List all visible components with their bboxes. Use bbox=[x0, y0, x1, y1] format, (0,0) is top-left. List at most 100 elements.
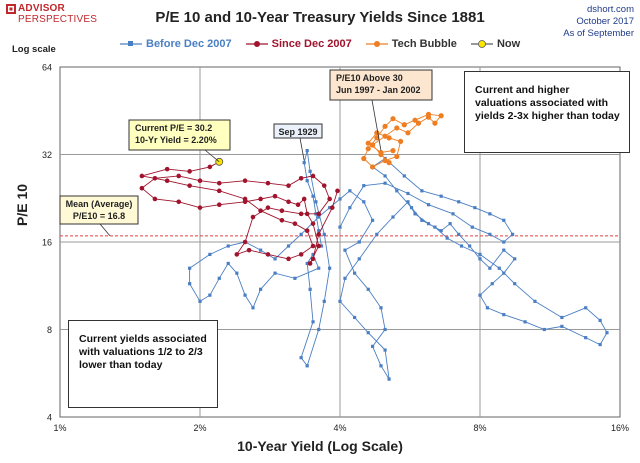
legend-label-since: Since Dec 2007 bbox=[271, 38, 352, 50]
note-lower-line-1: Current yields associated bbox=[79, 333, 207, 345]
before-dec-2007-point bbox=[259, 287, 263, 291]
before-dec-2007-point bbox=[299, 232, 303, 236]
before-dec-2007-point bbox=[375, 232, 379, 236]
tech-bubble-point bbox=[425, 111, 432, 117]
before-dec-2007-point bbox=[473, 206, 477, 210]
since-dec-2007-point bbox=[250, 214, 256, 220]
before-dec-2007-point bbox=[322, 299, 326, 303]
since-dec-2007-point bbox=[242, 196, 248, 202]
annotation-sep1929: Sep 1929 bbox=[273, 123, 323, 139]
before-dec-2007-point bbox=[338, 197, 342, 201]
since-dec-2007-point bbox=[335, 188, 340, 194]
tech-bubble-point bbox=[386, 135, 392, 141]
y-tick-label: 8 bbox=[47, 325, 52, 335]
since-dec-2007-point bbox=[304, 228, 310, 233]
before-dec-2007-point bbox=[478, 293, 482, 297]
before-dec-2007-point bbox=[370, 344, 375, 348]
since-dec-2007-point bbox=[265, 180, 271, 186]
series-since-dec-2007 bbox=[139, 159, 340, 266]
before-dec-2007-point bbox=[402, 174, 406, 178]
before-dec-2007-point bbox=[259, 248, 263, 252]
legend-item-before: Before Dec 2007 bbox=[120, 36, 232, 52]
tech-bubble-point bbox=[361, 155, 367, 162]
before-dec-2007-point bbox=[305, 364, 309, 368]
annotation-now-text: Current P/E = 30.2 bbox=[135, 123, 212, 133]
since-dec-2007-point bbox=[321, 183, 327, 188]
legend-item-now: Now bbox=[470, 36, 521, 52]
before-dec-2007-point bbox=[533, 299, 537, 303]
before-dec-2007-point bbox=[459, 244, 464, 248]
annotation-sep1929-leader bbox=[299, 137, 305, 161]
tech-bubble-point bbox=[415, 120, 422, 126]
note-lower-line-3: lower than today bbox=[79, 359, 163, 371]
tech-bubble-point bbox=[382, 157, 388, 164]
before-dec-2007-point bbox=[198, 299, 202, 303]
before-dec-2007-point bbox=[560, 315, 564, 320]
since-dec-2007-point bbox=[316, 232, 322, 237]
since-dec-2007-point bbox=[279, 208, 285, 214]
before-dec-2007-point bbox=[383, 174, 387, 178]
before-dec-2007-point bbox=[523, 320, 527, 324]
since-dec-2007-point bbox=[265, 252, 271, 257]
x-tick-label: 1% bbox=[53, 423, 66, 433]
before-dec-2007-point bbox=[560, 324, 564, 328]
before-dec-2007-point bbox=[366, 287, 370, 291]
before-dec-2007-point bbox=[598, 342, 602, 347]
note-upper-line-2: valuations associated with bbox=[475, 97, 609, 109]
before-dec-2007-point bbox=[383, 348, 387, 352]
chart-legend: Before Dec 2007 Since Dec 2007 Tech Bubb… bbox=[120, 36, 520, 52]
legend-label-now: Now bbox=[496, 38, 521, 50]
source-block: dshort.com October 2017 As of September bbox=[563, 4, 634, 40]
annotation-sep1929-text: Sep 1929 bbox=[278, 127, 317, 137]
y-axis-title: P/E 10 bbox=[14, 183, 30, 226]
y-scale-note: Log scale bbox=[12, 44, 56, 55]
before-dec-2007-point bbox=[338, 225, 342, 229]
annotation-mean: Mean (Average) P/E10 = 16.8 bbox=[59, 195, 139, 225]
before-dec-2007-point bbox=[314, 200, 318, 204]
before-dec-2007-point bbox=[188, 282, 192, 286]
before-dec-2007-point bbox=[605, 331, 609, 335]
note-lower-left: Current yields associated with valuation… bbox=[68, 320, 218, 408]
since-dec-2007-point bbox=[139, 173, 145, 179]
legend-item-tech: Tech Bubble bbox=[365, 36, 457, 52]
before-dec-2007-point bbox=[433, 225, 437, 229]
before-dec-2007-point bbox=[348, 189, 352, 193]
since-dec-2007-point bbox=[286, 256, 291, 262]
tech-bubble-point bbox=[382, 133, 388, 139]
before-dec-2007-point bbox=[457, 200, 461, 204]
before-dec-2007-point bbox=[226, 261, 230, 266]
annotation-sep1929-box bbox=[273, 123, 323, 139]
before-dec-2007-point bbox=[470, 225, 474, 229]
before-dec-2007-point bbox=[468, 244, 472, 248]
since-dec-2007-point bbox=[286, 183, 291, 188]
since-dec-2007-point bbox=[310, 173, 316, 179]
note-upper-line-1: Current and higher bbox=[475, 84, 570, 96]
tech-bubble-point bbox=[378, 149, 384, 156]
since-dec-2007-point bbox=[187, 183, 192, 188]
annotations: Current P/E = 30.2 10-Yr Yield = 2.20% Sep… bbox=[59, 69, 433, 237]
before-dec-2007-point bbox=[584, 306, 588, 310]
before-dec-2007-point bbox=[362, 184, 366, 188]
before-dec-2007-point bbox=[322, 232, 326, 236]
before-dec-2007-point bbox=[497, 266, 501, 270]
x-tick-label: 8% bbox=[473, 423, 486, 433]
source-date: October 2017 bbox=[576, 16, 634, 27]
since-dec-2007-point bbox=[310, 243, 316, 249]
legend-swatch-now bbox=[470, 40, 493, 48]
tech-bubble-point bbox=[386, 160, 392, 166]
since-dec-2007-point bbox=[301, 196, 307, 202]
before-dec-2007-point bbox=[383, 181, 387, 185]
axis-ticks: 4 8 16 32 64 1% 2% 4% 8% 16% bbox=[42, 63, 629, 434]
legend-swatch-before bbox=[120, 41, 142, 46]
since-dec-2007-point bbox=[298, 176, 304, 181]
before-dec-2007-point bbox=[293, 276, 297, 280]
since-dec-2007-point bbox=[216, 188, 222, 194]
since-dec-2007-point bbox=[310, 221, 316, 226]
before-dec-2007-point bbox=[451, 212, 455, 216]
before-dec-2007-point bbox=[391, 215, 395, 219]
since-dec-2007-point bbox=[298, 211, 304, 217]
before-dec-2007-point bbox=[362, 200, 366, 204]
since-dec-2007-point bbox=[176, 199, 182, 205]
tech-bubble-point bbox=[365, 146, 371, 152]
before-dec-2007-point bbox=[383, 327, 387, 332]
